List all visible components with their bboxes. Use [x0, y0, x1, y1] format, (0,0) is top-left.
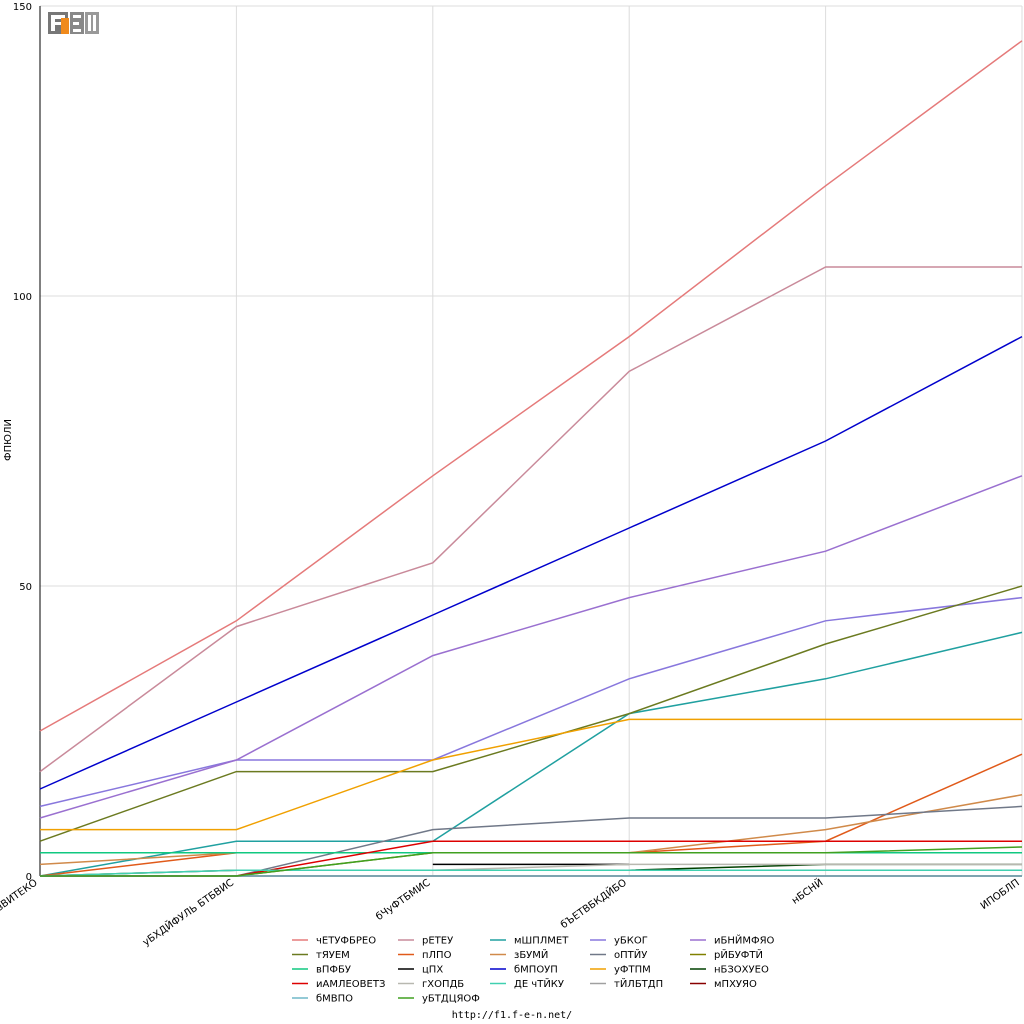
legend-label: уБТДЦЯОФ	[422, 994, 480, 1005]
legend-label: уФТПМ	[614, 965, 651, 976]
legend-label: тЯУЕМ	[316, 950, 350, 961]
footer-url[interactable]: http://f1.f-e-n.net/	[451, 1010, 573, 1021]
x-tick-label: вВИТЕКО	[0, 877, 40, 913]
legend-label: пЛПО	[422, 950, 452, 961]
y-tick-label: 50	[19, 582, 32, 593]
series-line	[39, 869, 1022, 877]
legend-label: ДЕ чТЙКУ	[514, 977, 564, 990]
legend-label: рЙБУФТЙ	[714, 948, 763, 961]
legend-label: бМПОУП	[514, 965, 558, 976]
legend-label: зБУМЙ	[514, 948, 548, 961]
legend-label: нБЗОХУЕО	[714, 965, 769, 976]
legend: чЕТУФБРЕО рЕТЕУ мШПЛМЕТ уБКОГ иБНЙМФЯО тЯУЕМ п…	[292, 934, 775, 1005]
series-line	[39, 596, 1023, 808]
legend-label: оПТЙУ	[614, 948, 647, 961]
legend-label: гХОПДБ	[422, 979, 464, 990]
legend-label: вПФБУ	[316, 965, 351, 976]
x-tick-label: бЧуФТБМИС	[374, 877, 432, 923]
x-tick-label: уБХДЙФУЛЬ БТБВИС	[140, 876, 236, 949]
legend-label: бМВПО	[316, 994, 353, 1005]
y-tick-label: 150	[13, 2, 32, 13]
legend-label: иБНЙМФЯО	[714, 934, 775, 947]
x-tick-labels: вВИТЕКО уБХДЙФУЛЬ БТБВИС бЧуФТБМИС бЪЕТВБКД…	[0, 876, 1022, 949]
series-line	[39, 475, 1023, 819]
series-line	[39, 631, 1023, 877]
f1en-logo	[48, 12, 99, 34]
legend-label: рЕТЕУ	[422, 936, 453, 947]
legend-label: цПХ	[422, 965, 443, 976]
legend-label: иАМЛЕОВЕТЗ	[316, 979, 385, 990]
series-line	[236, 840, 1022, 877]
series-line	[39, 585, 1023, 842]
y-tick-labels: 0 50 100 150	[13, 2, 32, 883]
series-line	[40, 846, 1023, 877]
x-tick-label: нБСНЙ	[789, 876, 825, 907]
legend-label: мПХУЯО	[714, 979, 757, 990]
legend-label: мШПЛМЕТ	[514, 936, 569, 947]
grid-layer	[39, 5, 1023, 877]
x-tick-label: бЪЕТВБКДЙБО	[558, 876, 629, 931]
y-axis-title: ФПЮЛИ	[3, 419, 14, 461]
legend-label: чЕТУФБРЕО	[316, 936, 376, 947]
series-line	[39, 40, 1023, 732]
series-line	[39, 266, 1022, 773]
series-layer	[39, 40, 1023, 877]
x-tick-label: ИПОБЛП	[979, 877, 1022, 912]
axis-layer	[39, 6, 1022, 877]
legend-label: уБКОГ	[614, 936, 648, 947]
legend-label: тЙЛБТДП	[614, 977, 663, 990]
series-line	[40, 718, 1022, 831]
series-line	[39, 335, 1023, 790]
y-tick-label: 100	[13, 292, 32, 303]
y-tick-label: 0	[26, 872, 32, 883]
